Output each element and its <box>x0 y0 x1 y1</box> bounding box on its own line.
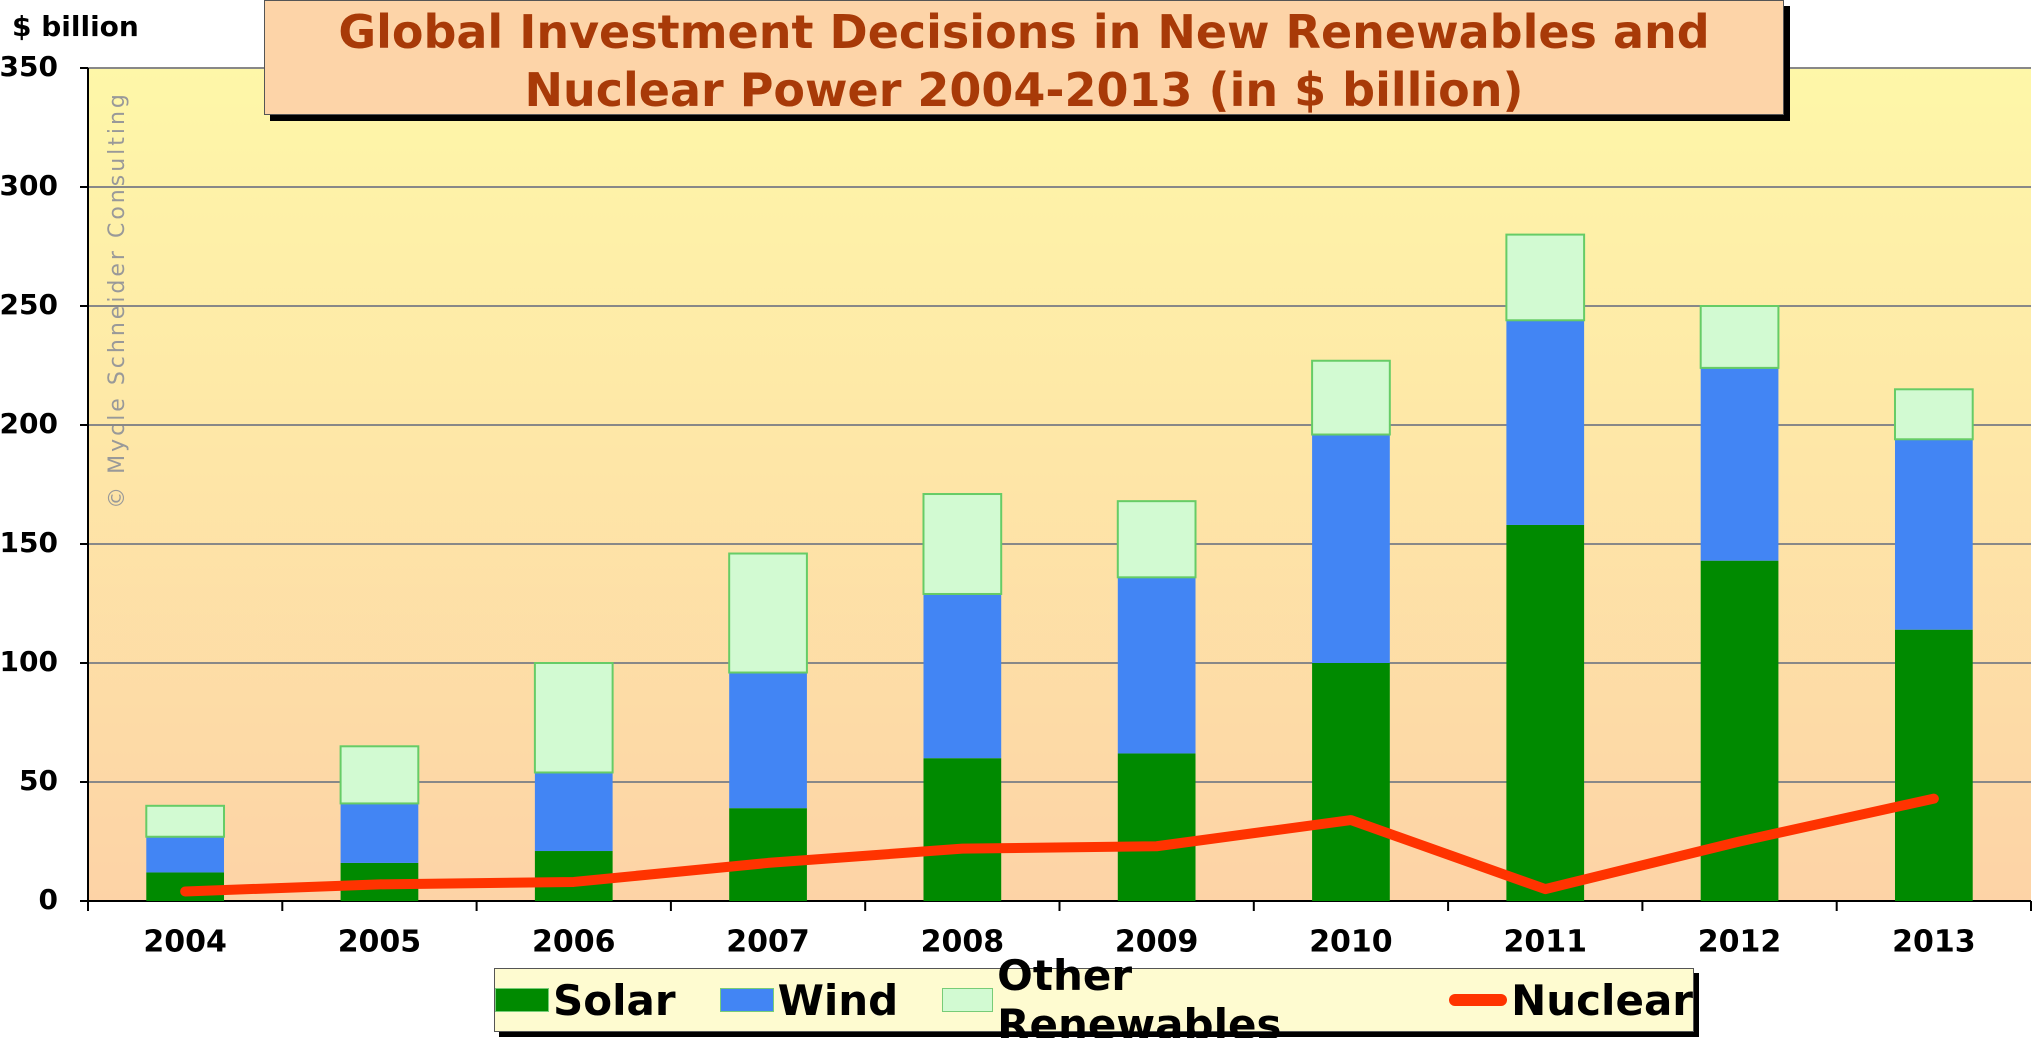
x-tick-label: 2008 <box>921 925 1005 960</box>
legend-label: Other Renewables <box>997 951 1282 1038</box>
bar-segment <box>922 493 1003 595</box>
bar-segment <box>1312 663 1390 901</box>
bar-segment <box>534 772 613 852</box>
y-tick-label: 0 <box>39 883 58 916</box>
bar-segment <box>1700 367 1779 561</box>
legend-swatch <box>942 988 994 1012</box>
x-tick-label: 2005 <box>338 925 422 960</box>
y-tick-label: 300 <box>0 169 58 202</box>
legend-label: Solar <box>553 975 676 1025</box>
y-axis-label: $ billion <box>12 10 139 43</box>
bar-segment <box>340 803 419 863</box>
chart-title: Global Investment Decisions in New Renew… <box>264 0 1784 117</box>
legend-item: Wind <box>719 975 899 1025</box>
bar-segment <box>1893 388 1974 441</box>
y-tick-label: 100 <box>0 645 58 678</box>
y-tick-label: 250 <box>0 288 58 321</box>
bar-segment <box>1116 500 1197 579</box>
y-tick-label: 350 <box>0 50 58 83</box>
nuclear-line <box>180 793 1939 897</box>
bar-segment <box>1699 305 1780 369</box>
bar-segment <box>728 552 808 674</box>
bar-segment <box>729 672 807 809</box>
bar-segment <box>145 804 226 838</box>
y-tick-label: 50 <box>19 764 58 797</box>
legend-swatch <box>495 988 549 1012</box>
watermark: © Mycle Schneider Consulting <box>105 91 130 509</box>
x-tick-label: 2012 <box>1698 925 1782 960</box>
bar-segment <box>1894 439 1973 630</box>
bar-segment <box>1506 320 1585 525</box>
x-tick-label: 2010 <box>1309 925 1393 960</box>
legend-label: Wind <box>777 975 899 1025</box>
bar-segment <box>1117 753 1196 901</box>
x-tick-label: 2004 <box>143 925 227 960</box>
bar-segment <box>923 758 1002 901</box>
legend-swatch <box>1449 994 1508 1006</box>
bar-segment <box>1505 233 1586 322</box>
y-tick-label: 200 <box>0 407 58 440</box>
legend-item: Other Renewables <box>942 951 1405 1038</box>
legend: Solar Wind Other Renewables Nuclear <box>494 951 1694 1038</box>
x-tick-label: 2007 <box>726 925 810 960</box>
bar-segment <box>146 836 225 873</box>
x-tick-label: 2009 <box>1115 925 1199 960</box>
legend-swatch <box>719 988 774 1012</box>
x-tick-label: 2013 <box>1892 925 1976 960</box>
y-tick-label: 150 <box>0 526 58 559</box>
bar-segment <box>1506 524 1585 901</box>
bar-segment <box>729 808 807 901</box>
bar-segment <box>1311 359 1391 436</box>
bar-segment <box>1117 577 1196 754</box>
x-tick-label: 2006 <box>532 925 616 960</box>
bar-segment <box>923 593 1002 759</box>
legend-item: Nuclear <box>1449 976 1693 1025</box>
bar-segment <box>1894 629 1973 901</box>
bar-segment <box>533 662 614 774</box>
bar-segment <box>339 745 420 805</box>
legend-label: Nuclear <box>1511 975 1693 1025</box>
x-tick-label: 2011 <box>1504 925 1588 960</box>
bar-segment <box>1312 434 1390 663</box>
legend-item: Solar <box>495 976 676 1025</box>
